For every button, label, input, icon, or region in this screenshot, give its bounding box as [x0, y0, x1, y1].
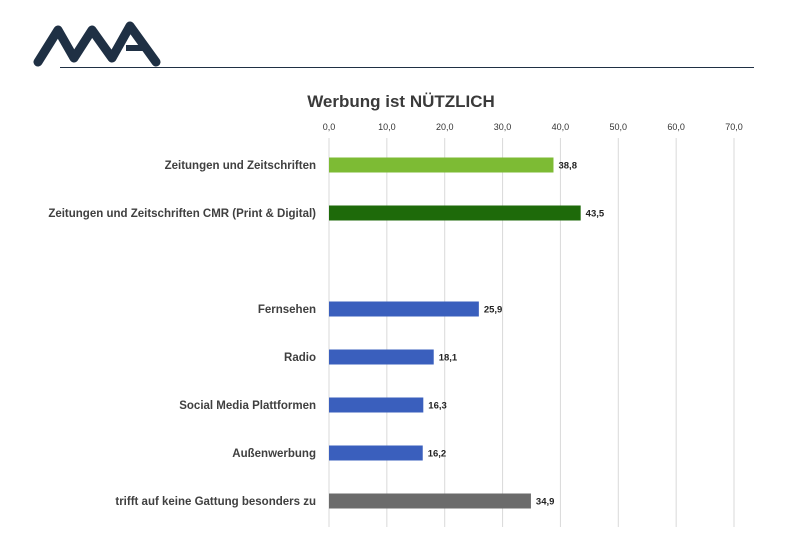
data-label: 25,9 [484, 305, 503, 316]
category-label: trifft auf keine Gattung besonders zu [115, 496, 316, 508]
x-tick-label: 10,0 [378, 122, 396, 132]
category-label: Fernsehen [258, 304, 316, 316]
header-divider [60, 67, 754, 68]
chart-title: Werbung ist NÜTZLICH [307, 92, 495, 111]
data-label: 18,1 [439, 353, 458, 364]
data-label: 16,3 [428, 401, 447, 412]
x-tick-label: 20,0 [436, 122, 454, 132]
data-label: 16,2 [428, 449, 447, 460]
x-tick-label: 60,0 [667, 122, 685, 132]
bar [329, 349, 434, 365]
bar [329, 445, 423, 461]
ma-logo-mark [33, 21, 161, 67]
category-label: Außenwerbung [232, 448, 316, 460]
bar [329, 493, 531, 509]
bar [329, 397, 424, 413]
x-tick-label: 50,0 [610, 122, 628, 132]
x-tick-label: 30,0 [494, 122, 512, 132]
ma-logo [33, 21, 161, 67]
x-tick-label: 0,0 [323, 122, 336, 132]
x-tick-label: 70,0 [725, 122, 743, 132]
data-label: 34,9 [536, 497, 555, 508]
bar [329, 157, 554, 173]
x-tick-label: 40,0 [552, 122, 570, 132]
data-label: 43,5 [586, 209, 605, 220]
bar [329, 301, 479, 317]
category-label: Zeitungen und Zeitschriften CMR (Print &… [48, 208, 316, 220]
data-label: 38,8 [558, 161, 577, 172]
category-label: Zeitungen und Zeitschriften [165, 160, 316, 172]
category-label: Social Media Plattformen [179, 400, 316, 412]
bar [329, 205, 581, 221]
category-label: Radio [284, 352, 316, 364]
